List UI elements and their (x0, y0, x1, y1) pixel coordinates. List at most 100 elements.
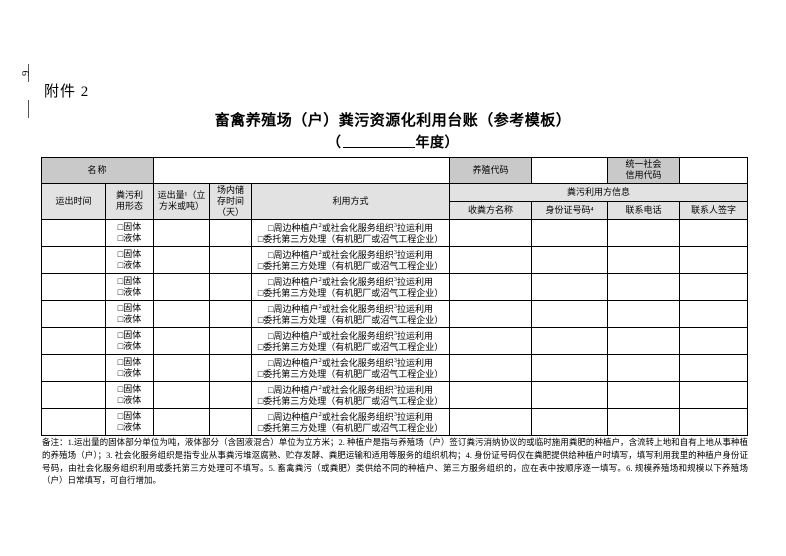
cell-phone[interactable] (607, 273, 681, 302)
checkbox-option[interactable]: □液体 (117, 422, 142, 433)
checkbox-option[interactable]: □周边种植户2或社会化服务组织3拉运利用 (268, 356, 434, 368)
cell-storage-days[interactable] (209, 219, 253, 248)
cell-id-number[interactable] (531, 246, 609, 275)
checkbox-option[interactable]: □液体 (117, 260, 142, 271)
checkbox-option[interactable]: □液体 (117, 341, 142, 352)
checkbox-option[interactable]: □液体 (117, 368, 142, 379)
col-header-manure-form: 粪污利 用形态 (104, 182, 155, 221)
cell-receiver-name[interactable] (449, 300, 533, 329)
page-margin-mark-bottom (28, 100, 29, 118)
cell-signature[interactable] (679, 408, 749, 437)
field-breeding-code[interactable] (531, 157, 609, 184)
checkbox-option[interactable]: □固体 (117, 276, 142, 286)
cell-storage-days[interactable] (209, 381, 253, 410)
cell-usage-method: □周边种植户2或社会化服务组织3拉运利用 □委托第三方处理（有机肥厂或沼气工程企业… (251, 408, 451, 437)
cell-ship-date[interactable] (41, 246, 106, 275)
cell-id-number[interactable] (531, 408, 609, 437)
checkbox-option[interactable]: □液体 (117, 314, 142, 325)
checkbox-option[interactable]: □液体 (117, 287, 142, 298)
checkbox-option[interactable]: □委托第三方处理（有机肥厂或沼气工程企业） (257, 368, 444, 379)
cell-ship-date[interactable] (41, 354, 106, 383)
checkbox-option[interactable]: □委托第三方处理（有机肥厂或沼气工程企业） (257, 287, 444, 298)
cell-signature[interactable] (679, 300, 749, 329)
cell-receiver-name[interactable] (449, 408, 533, 437)
checkbox-option[interactable]: □委托第三方处理（有机肥厂或沼气工程企业） (257, 314, 444, 325)
cell-signature[interactable] (679, 246, 749, 275)
cell-phone[interactable] (607, 408, 681, 437)
cell-phone[interactable] (607, 219, 681, 248)
cell-id-number[interactable] (531, 381, 609, 410)
cell-ship-volume[interactable] (153, 381, 211, 410)
cell-id-number[interactable] (531, 354, 609, 383)
cell-signature[interactable] (679, 273, 749, 302)
cell-storage-days[interactable] (209, 246, 253, 275)
cell-id-number[interactable] (531, 219, 609, 248)
cell-ship-date[interactable] (41, 381, 106, 410)
checkbox-option[interactable]: □委托第三方处理（有机肥厂或沼气工程企业） (257, 233, 444, 244)
cell-ship-date[interactable] (41, 300, 106, 329)
cell-phone[interactable] (607, 381, 681, 410)
checkbox-option[interactable]: □周边种植户2或社会化服务组织3拉运利用 (268, 410, 434, 422)
cell-phone[interactable] (607, 246, 681, 275)
cell-ship-date[interactable] (41, 327, 106, 356)
cell-signature[interactable] (679, 327, 749, 356)
cell-phone[interactable] (607, 327, 681, 356)
cell-ship-date[interactable] (41, 273, 106, 302)
year-blank-field[interactable] (342, 135, 415, 148)
cell-ship-volume[interactable] (153, 246, 211, 275)
checkbox-option[interactable]: □固体 (117, 330, 142, 340)
cell-usage-method: □周边种植户2或社会化服务组织3拉运利用 □委托第三方处理（有机肥厂或沼气工程企业… (251, 273, 451, 302)
cell-receiver-name[interactable] (449, 219, 533, 248)
cell-phone[interactable] (607, 354, 681, 383)
footer-notes: 备注：1.运出量的固体部分单位为吨，液体部分（含固液混合）单位为立方米；2. 种… (42, 436, 748, 487)
checkbox-option[interactable]: □周边种植户2或社会化服务组织3拉运利用 (268, 329, 434, 341)
checkbox-option[interactable]: □液体 (117, 395, 142, 406)
checkbox-option[interactable]: □委托第三方处理（有机肥厂或沼气工程企业） (257, 395, 444, 406)
cell-storage-days[interactable] (209, 408, 253, 437)
cell-id-number[interactable] (531, 273, 609, 302)
checkbox-option[interactable]: □委托第三方处理（有机肥厂或沼气工程企业） (257, 260, 444, 271)
cell-storage-days[interactable] (209, 354, 253, 383)
cell-signature[interactable] (679, 354, 749, 383)
cell-receiver-name[interactable] (449, 273, 533, 302)
field-farm-name[interactable] (153, 157, 451, 184)
cell-phone[interactable] (607, 300, 681, 329)
checkbox-option[interactable]: □周边种植户2或社会化服务组织3拉运利用 (268, 383, 434, 395)
checkbox-option[interactable]: □周边种植户2或社会化服务组织3拉运利用 (268, 275, 434, 287)
checkbox-option[interactable]: □固体 (117, 222, 142, 232)
checkbox-option[interactable]: □固体 (117, 411, 142, 421)
table-row: □固体 □液体 □周边种植户2或社会化服务组织3拉运利用 □委托第三方处理（有机肥厂或… (41, 219, 749, 248)
cell-ship-date[interactable] (41, 219, 106, 248)
cell-manure-form: □固体 □液体 (104, 354, 155, 383)
checkbox-option[interactable]: □周边种植户2或社会化服务组织3拉运利用 (268, 221, 434, 233)
cell-receiver-name[interactable] (449, 327, 533, 356)
cell-id-number[interactable] (531, 327, 609, 356)
cell-ship-volume[interactable] (153, 300, 211, 329)
checkbox-option[interactable]: □周边种植户2或社会化服务组织3拉运利用 (268, 248, 434, 260)
cell-ship-volume[interactable] (153, 273, 211, 302)
checkbox-option[interactable]: □液体 (117, 233, 142, 244)
checkbox-option[interactable]: □固体 (117, 384, 142, 394)
cell-receiver-name[interactable] (449, 354, 533, 383)
cell-storage-days[interactable] (209, 327, 253, 356)
cell-ship-volume[interactable] (153, 327, 211, 356)
subtitle-suffix: 年度） (415, 135, 459, 151)
cell-receiver-name[interactable] (449, 246, 533, 275)
checkbox-option[interactable]: □固体 (117, 357, 142, 367)
checkbox-option[interactable]: □固体 (117, 249, 142, 259)
cell-ship-date[interactable] (41, 408, 106, 437)
cell-storage-days[interactable] (209, 300, 253, 329)
cell-ship-volume[interactable] (153, 219, 211, 248)
cell-ship-volume[interactable] (153, 354, 211, 383)
cell-storage-days[interactable] (209, 273, 253, 302)
checkbox-option[interactable]: □委托第三方处理（有机肥厂或沼气工程企业） (257, 341, 444, 352)
cell-signature[interactable] (679, 219, 749, 248)
checkbox-option[interactable]: □固体 (117, 303, 142, 313)
cell-receiver-name[interactable] (449, 381, 533, 410)
cell-id-number[interactable] (531, 300, 609, 329)
cell-signature[interactable] (679, 381, 749, 410)
field-credit-code[interactable] (679, 157, 749, 184)
cell-ship-volume[interactable] (153, 408, 211, 437)
checkbox-option[interactable]: □委托第三方处理（有机肥厂或沼气工程企业） (257, 422, 444, 433)
checkbox-option[interactable]: □周边种植户2或社会化服务组织3拉运利用 (268, 302, 434, 314)
